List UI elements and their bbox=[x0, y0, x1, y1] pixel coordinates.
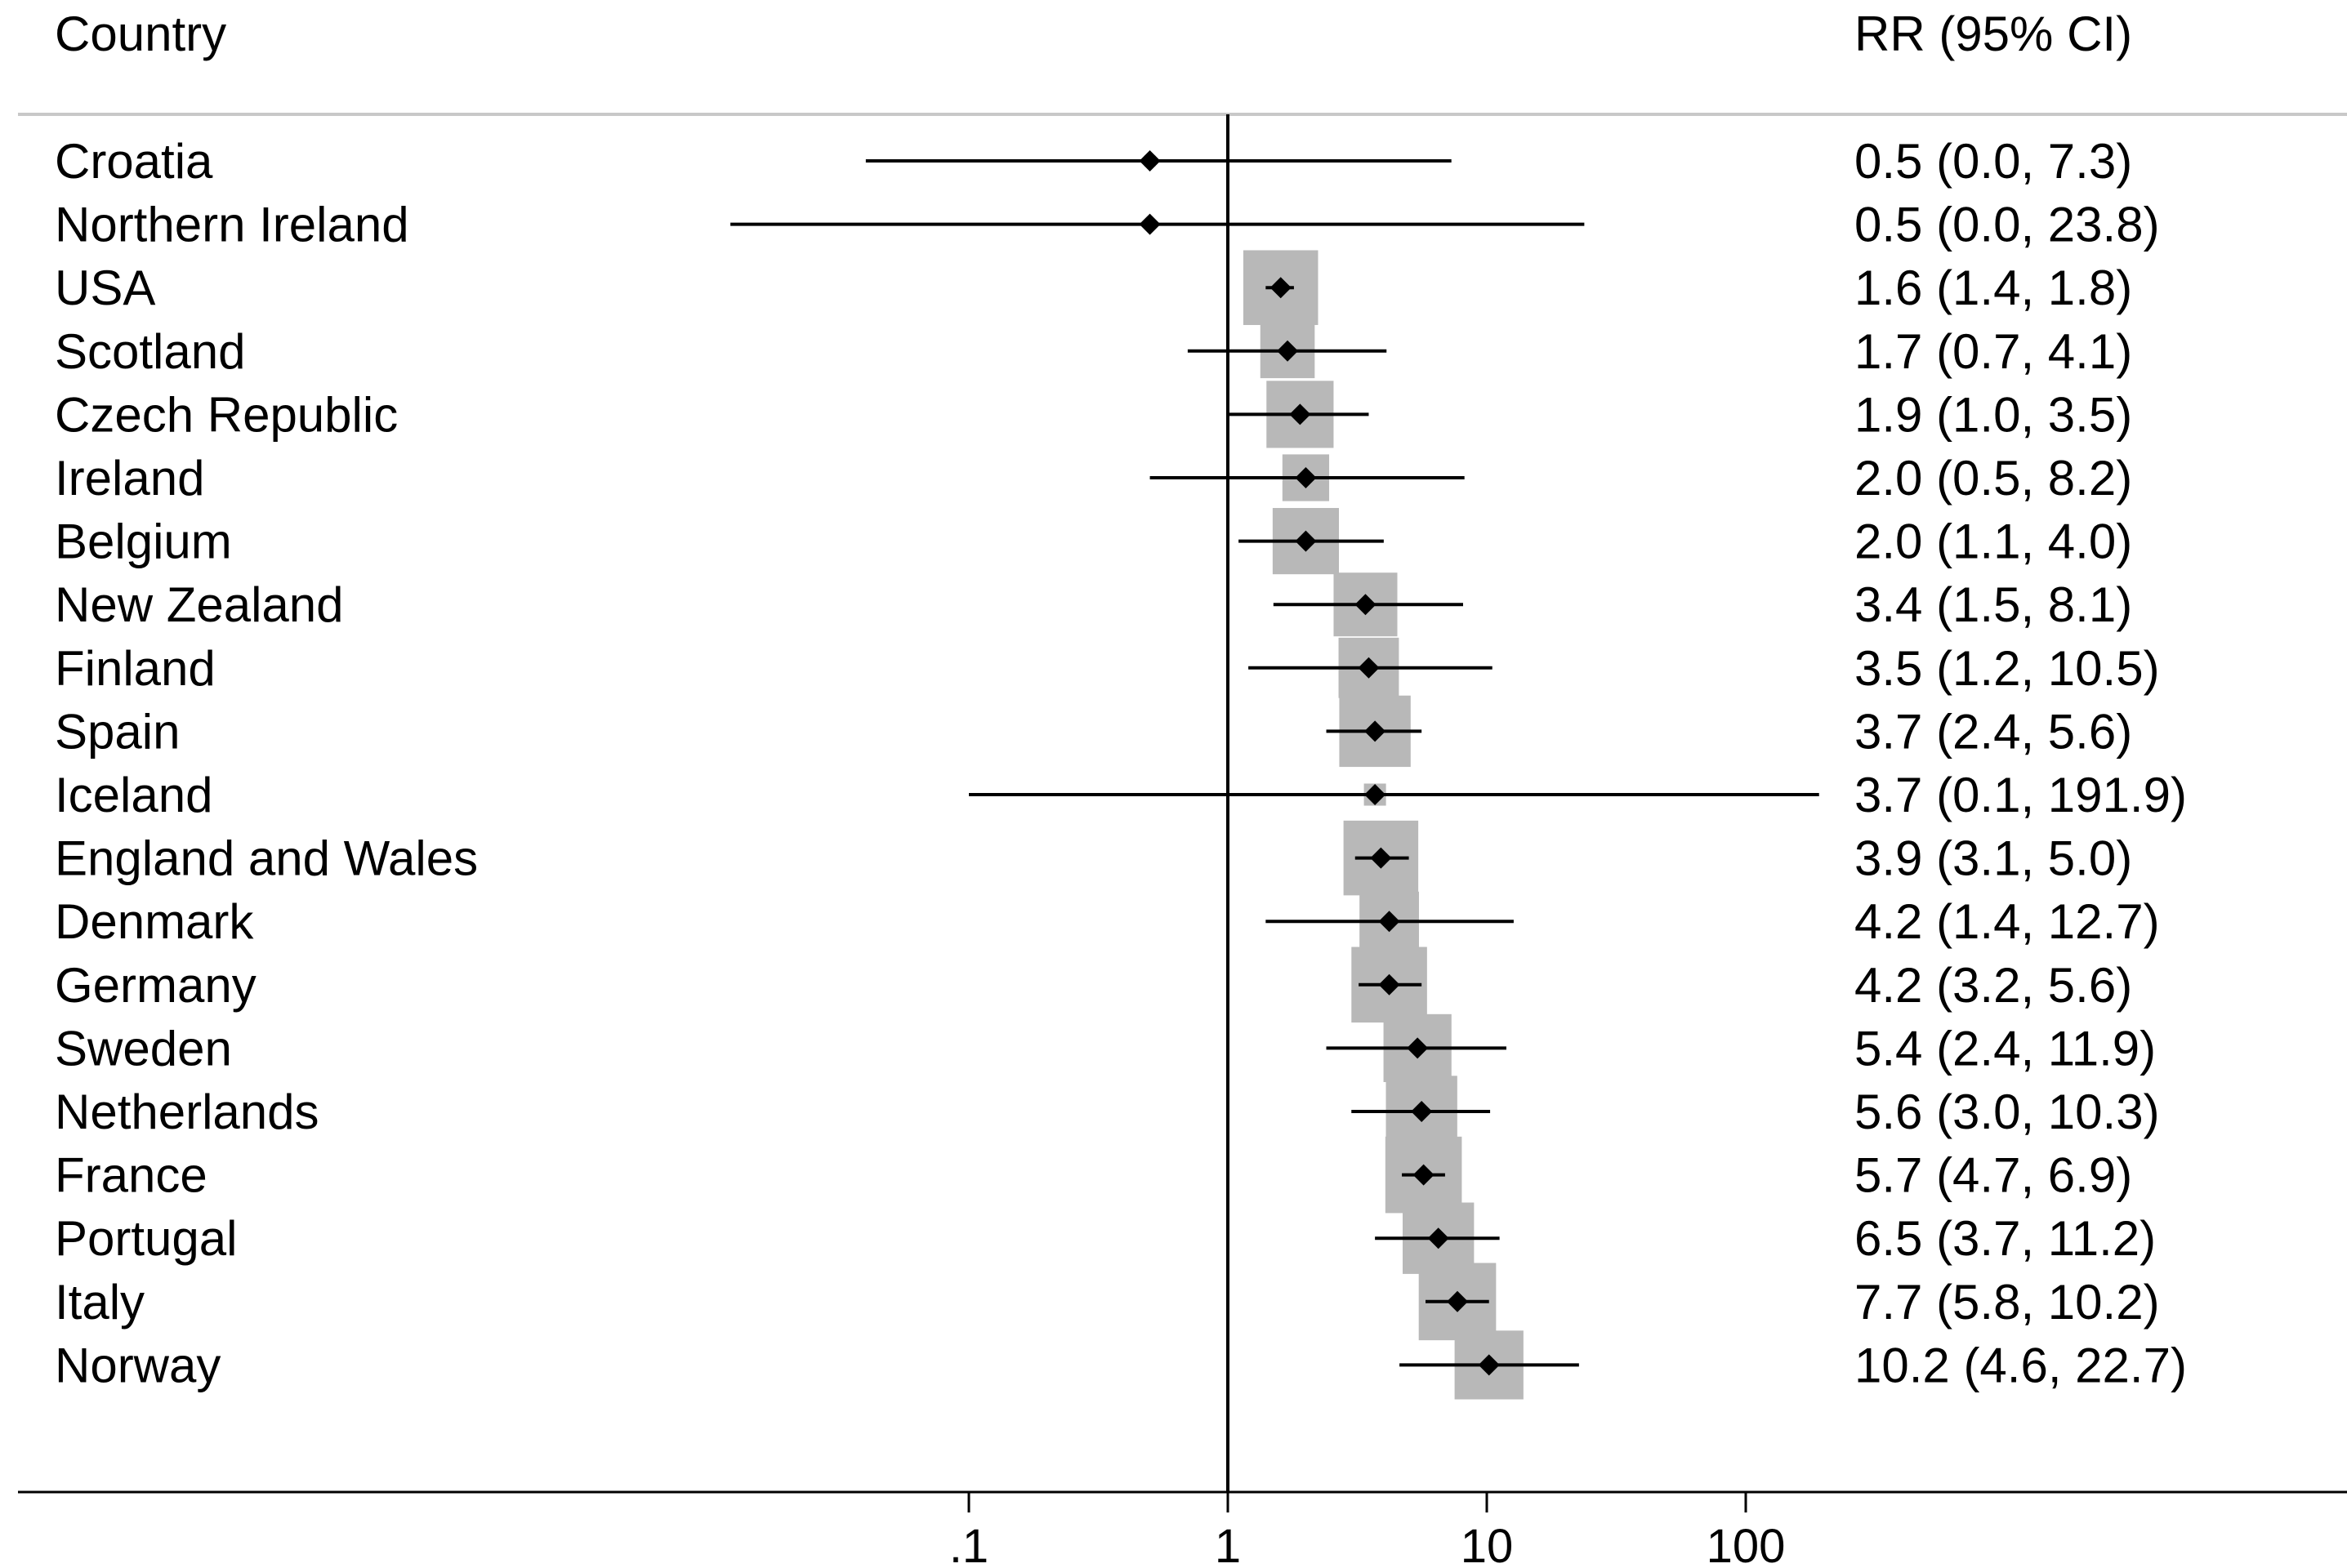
country-label: France bbox=[55, 1148, 207, 1203]
point-estimate-marker bbox=[1354, 594, 1377, 616]
point-estimate-marker bbox=[1139, 213, 1161, 235]
point-estimate-marker bbox=[1277, 340, 1299, 362]
estimate-label: 10.2 (4.6, 22.7) bbox=[1854, 1338, 2187, 1392]
estimate-label: 5.7 (4.7, 6.9) bbox=[1854, 1148, 2132, 1203]
country-label: Sweden bbox=[55, 1021, 232, 1076]
point-estimate-marker bbox=[1447, 1290, 1469, 1312]
estimate-label: 1.7 (0.7, 4.1) bbox=[1854, 324, 2132, 379]
estimate-label: 0.5 (0.0, 7.3) bbox=[1854, 134, 2132, 189]
country-label: Iceland bbox=[55, 768, 212, 822]
point-estimate-marker bbox=[1269, 277, 1292, 299]
estimate-label: 3.9 (3.1, 5.0) bbox=[1854, 831, 2132, 886]
point-estimate-marker bbox=[1358, 657, 1380, 679]
x-tick-label: 100 bbox=[1707, 1520, 1786, 1568]
country-label: Scotland bbox=[55, 324, 246, 379]
point-estimate-marker bbox=[1289, 403, 1311, 425]
x-tick-label: 10 bbox=[1461, 1520, 1514, 1568]
point-estimate-marker bbox=[1295, 467, 1317, 488]
point-estimate-marker bbox=[1378, 911, 1400, 933]
point-estimate-marker bbox=[1407, 1037, 1429, 1059]
point-estimate-marker bbox=[1364, 784, 1386, 805]
estimate-label: 2.0 (1.1, 4.0) bbox=[1854, 514, 2132, 569]
country-label: Denmark bbox=[55, 894, 254, 949]
point-estimate-marker bbox=[1295, 530, 1317, 552]
country-label: Belgium bbox=[55, 514, 232, 569]
x-tick-label: 1 bbox=[1215, 1520, 1241, 1568]
estimate-label: 3.7 (0.1, 191.9) bbox=[1854, 768, 2187, 822]
country-label: New Zealand bbox=[55, 577, 344, 632]
country-label: Ireland bbox=[55, 451, 204, 506]
country-label: Croatia bbox=[55, 134, 213, 189]
point-estimates bbox=[1139, 150, 1500, 1376]
country-label: England and Wales bbox=[55, 831, 478, 886]
point-estimate-marker bbox=[1370, 847, 1392, 869]
point-estimate-marker bbox=[1412, 1164, 1435, 1186]
estimate-label: 4.2 (3.2, 5.6) bbox=[1854, 958, 2132, 1013]
estimate-label: 5.4 (2.4, 11.9) bbox=[1854, 1021, 2156, 1076]
point-estimate-marker bbox=[1364, 720, 1386, 742]
weight-boxes bbox=[1144, 155, 1524, 1400]
point-estimate-marker bbox=[1478, 1354, 1500, 1376]
point-estimate-marker bbox=[1427, 1227, 1449, 1250]
x-tick-label: .1 bbox=[949, 1520, 988, 1568]
estimate-label: 4.2 (1.4, 12.7) bbox=[1854, 894, 2160, 949]
country-label: Spain bbox=[55, 704, 180, 759]
estimate-label: 3.4 (1.5, 8.1) bbox=[1854, 577, 2132, 632]
country-label: Finland bbox=[55, 641, 216, 696]
country-label: Portugal bbox=[55, 1211, 237, 1266]
country-label: Netherlands bbox=[55, 1085, 319, 1139]
country-label: Northern Ireland bbox=[55, 198, 409, 252]
estimate-label: 1.9 (1.0, 3.5) bbox=[1854, 387, 2132, 442]
country-label: Norway bbox=[55, 1338, 221, 1392]
estimate-label: 3.5 (1.2, 10.5) bbox=[1854, 641, 2160, 696]
estimate-label: 1.6 (1.4, 1.8) bbox=[1854, 261, 2132, 315]
row-labels: Croatia 0.5 (0.0, 7.3) Northern Ireland 0.5… bbox=[55, 134, 2187, 1392]
estimate-label: 6.5 (3.7, 11.2) bbox=[1854, 1211, 2156, 1266]
country-label: Czech Republic bbox=[55, 387, 398, 442]
estimate-label: 2.0 (0.5, 8.2) bbox=[1854, 451, 2132, 506]
estimate-label: 3.7 (2.4, 5.6) bbox=[1854, 704, 2132, 759]
estimate-column-header: RR (95% CI) bbox=[1854, 7, 2132, 61]
estimate-label: 0.5 (0.0, 23.8) bbox=[1854, 198, 2160, 252]
estimate-label: 5.6 (3.0, 10.3) bbox=[1854, 1085, 2160, 1139]
point-estimate-marker bbox=[1378, 973, 1400, 996]
estimate-label: 7.7 (5.8, 10.2) bbox=[1854, 1275, 2160, 1330]
country-label: Germany bbox=[55, 958, 257, 1013]
country-label: Italy bbox=[55, 1275, 145, 1330]
point-estimate-marker bbox=[1139, 150, 1161, 172]
point-estimate-marker bbox=[1411, 1101, 1433, 1122]
country-label: USA bbox=[55, 261, 155, 315]
x-axis-ticks: .1 1 10 100 bbox=[949, 1492, 1786, 1568]
country-column-header: Country bbox=[55, 7, 226, 61]
